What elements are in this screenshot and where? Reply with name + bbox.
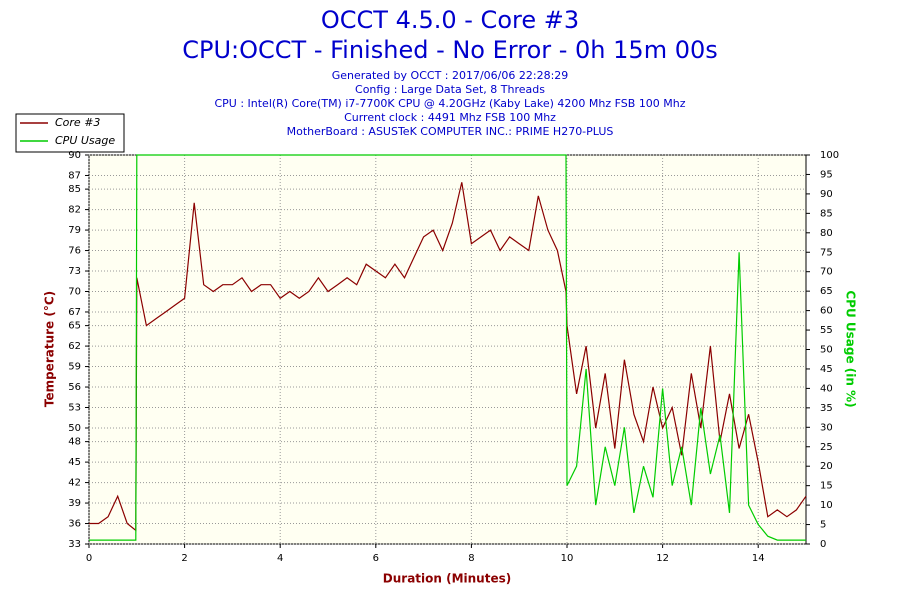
- y2-tick-label: 20: [820, 461, 833, 472]
- y-tick-label: 67: [68, 307, 81, 318]
- info-line: Generated by OCCT : 2017/06/06 22:28:29: [332, 69, 569, 82]
- info-line: Config : Large Data Set, 8 Threads: [355, 83, 545, 96]
- legend-label: CPU Usage: [55, 134, 115, 147]
- x-tick-label: 4: [277, 553, 283, 564]
- y-tick-label: 73: [68, 266, 81, 277]
- y-tick-label: 65: [68, 321, 81, 332]
- y2-tick-label: 95: [820, 169, 833, 180]
- y-tick-label: 82: [68, 205, 81, 216]
- chart-title: OCCT 4.5.0 - Core #3: [321, 6, 579, 34]
- y-tick-label: 45: [68, 457, 81, 468]
- y2-tick-label: 25: [820, 442, 833, 453]
- y-axis-label: Temperature (°C): [43, 291, 57, 407]
- y-tick-label: 48: [68, 437, 81, 448]
- y2-tick-label: 85: [820, 208, 833, 219]
- y-tick-label: 85: [68, 184, 81, 195]
- chart-subtitle: CPU:OCCT - Finished - No Error - 0h 15m …: [182, 36, 718, 64]
- y-tick-label: 33: [68, 539, 81, 550]
- y-tick-label: 50: [68, 423, 81, 434]
- y-tick-label: 59: [68, 362, 81, 373]
- info-line: MotherBoard : ASUSTeK COMPUTER INC.: PRI…: [287, 125, 614, 138]
- y2-tick-label: 30: [820, 422, 833, 433]
- y-tick-label: 70: [68, 286, 81, 297]
- y-tick-label: 76: [68, 246, 81, 257]
- x-tick-label: 12: [656, 553, 669, 564]
- y2-tick-label: 5: [820, 520, 826, 531]
- x-tick-label: 0: [86, 553, 92, 564]
- y2-tick-label: 40: [820, 383, 833, 394]
- y2-tick-label: 15: [820, 481, 833, 492]
- y-tick-label: 87: [68, 170, 81, 181]
- y2-tick-label: 70: [820, 267, 833, 278]
- y-tick-label: 79: [68, 225, 81, 236]
- series-line: [89, 182, 807, 532]
- y-tick-label: 39: [68, 498, 81, 509]
- y2-tick-label: 60: [820, 306, 833, 317]
- y2-tick-label: 90: [820, 189, 833, 200]
- y-tick-label: 90: [68, 150, 81, 161]
- plot-area: [88, 154, 807, 545]
- y-tick-label: 53: [68, 403, 81, 414]
- y2-tick-label: 75: [820, 247, 833, 258]
- y-tick-label: 62: [68, 341, 81, 352]
- y2-tick-label: 100: [820, 150, 839, 161]
- y2-tick-label: 80: [820, 228, 833, 239]
- y2-tick-label: 10: [820, 500, 833, 511]
- y2-tick-label: 45: [820, 364, 833, 375]
- y2-tick-label: 65: [820, 286, 833, 297]
- x-tick-label: 10: [561, 553, 574, 564]
- y2-tick-label: 55: [820, 325, 833, 336]
- y-tick-label: 36: [68, 519, 81, 530]
- info-line: Current clock : 4491 Mhz FSB 100 Mhz: [344, 111, 556, 124]
- x-tick-label: 14: [752, 553, 765, 564]
- x-axis-label: Duration (Minutes): [383, 572, 511, 586]
- legend: [15, 113, 125, 153]
- y-tick-label: 56: [68, 382, 81, 393]
- series-line: [89, 154, 806, 541]
- y2-tick-label: 35: [820, 403, 833, 414]
- x-tick-label: 8: [468, 553, 474, 564]
- legend-label: Core #3: [55, 116, 100, 129]
- y2-axis-label: CPU Usage (in %): [844, 290, 858, 407]
- y2-tick-label: 0: [820, 539, 826, 550]
- y2-tick-label: 50: [820, 345, 833, 356]
- y-tick-label: 42: [68, 478, 81, 489]
- x-tick-label: 2: [181, 553, 187, 564]
- x-tick-label: 6: [373, 553, 379, 564]
- info-line: CPU : Intel(R) Core(TM) i7-7700K CPU @ 4…: [214, 97, 685, 110]
